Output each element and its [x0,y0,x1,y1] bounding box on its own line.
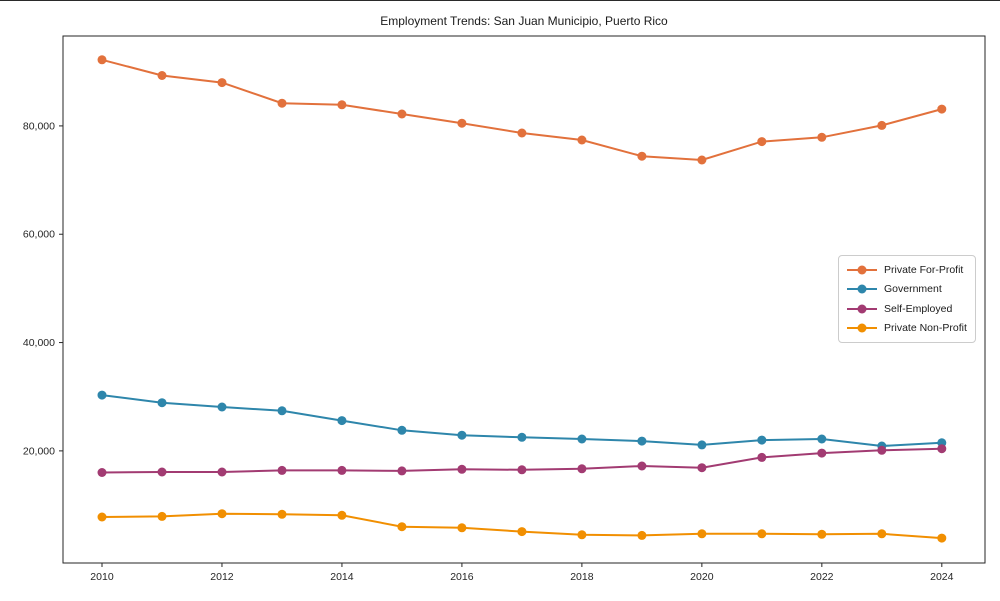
legend-label: Private For-Profit [884,263,964,276]
legend-item-self-employed: Self-Employed [847,303,971,315]
data-point-self-employed [517,465,527,475]
data-point-private-non-profit [277,509,287,519]
data-point-self-employed [817,448,827,458]
data-point-self-employed [97,468,107,477]
data-point-self-employed [937,444,947,454]
data-point-government [517,432,527,442]
data-point-self-employed [397,466,407,476]
data-point-government [757,435,767,445]
data-point-government [457,430,467,440]
data-point-self-employed [697,463,707,473]
line-marker-icon [847,304,877,314]
data-point-private-for-profit [157,71,167,80]
data-point-private-non-profit [937,533,947,543]
line-marker-icon [847,265,877,275]
data-point-private-non-profit [637,530,647,540]
data-point-self-employed [277,465,287,475]
data-point-private-non-profit [397,522,407,532]
data-point-private-non-profit [877,529,887,539]
data-point-self-employed [877,445,887,455]
data-point-government [97,390,107,400]
series-line-private-for-profit [101,58,943,162]
data-point-private-for-profit [97,55,107,65]
data-point-private-for-profit [457,118,467,128]
data-point-self-employed [217,467,227,477]
data-point-private-non-profit [817,529,827,539]
data-point-self-employed [757,452,767,462]
chart-title: Employment Trends: San Juan Municipio, P… [380,14,668,28]
legend-label: Self-Employed [884,302,953,315]
data-point-private-for-profit [337,100,347,110]
data-point-self-employed [577,464,587,474]
data-point-private-non-profit [757,529,767,539]
y-tick-label: 20,000 [23,445,55,457]
data-point-private-for-profit [757,137,767,147]
data-point-private-non-profit [157,511,167,521]
y-tick-label: 40,000 [23,337,55,349]
line-marker-icon [847,284,877,294]
data-point-government [577,434,587,444]
x-tick-label: 2010 [90,571,114,583]
data-point-self-employed [637,461,647,471]
data-point-private-for-profit [517,128,527,138]
x-tick-label: 2014 [330,571,354,583]
data-point-private-non-profit [457,523,467,533]
legend-label: Government [884,283,942,296]
data-point-government [697,440,707,450]
data-point-private-for-profit [937,104,947,114]
data-point-government [277,406,287,416]
x-tick-label: 2012 [210,571,234,583]
data-point-private-non-profit [217,509,227,519]
data-point-government [337,416,347,426]
x-tick-label: 2016 [450,571,474,583]
data-point-self-employed [457,464,467,474]
data-point-government [397,425,407,435]
x-tick-label: 2020 [690,571,714,583]
data-point-government [817,434,827,444]
data-point-private-non-profit [577,530,587,540]
legend-label: Private Non-Profit [884,322,967,335]
y-tick-label: 60,000 [23,229,55,241]
x-tick-label: 2018 [570,571,594,583]
data-point-private-for-profit [397,109,407,119]
data-point-private-for-profit [277,98,287,108]
data-point-private-non-profit [517,527,527,537]
data-point-private-for-profit [817,132,827,142]
legend-item-government: Government [847,283,971,295]
data-point-self-employed [157,467,167,477]
data-point-government [157,398,167,408]
y-tick-label: 80,000 [23,120,55,132]
data-point-private-non-profit [697,529,707,539]
data-point-private-for-profit [577,135,587,145]
data-point-private-non-profit [337,510,347,520]
data-point-self-employed [337,465,347,475]
legend: Private For-Profit Government Self-Emplo… [838,255,976,343]
plot-border [62,35,986,564]
data-point-private-non-profit [97,512,107,522]
legend-item-private-for-profit: Private For-Profit [847,264,971,276]
data-point-private-for-profit [637,151,647,161]
data-point-private-for-profit [217,78,227,88]
line-marker-icon [847,323,877,333]
data-point-government [637,436,647,446]
data-point-private-for-profit [877,120,887,130]
x-tick-label: 2022 [810,571,834,583]
x-tick-label: 2024 [930,571,954,583]
data-point-private-for-profit [697,155,707,165]
legend-item-private-non-profit: Private Non-Profit [847,322,971,334]
data-point-government [217,402,227,412]
